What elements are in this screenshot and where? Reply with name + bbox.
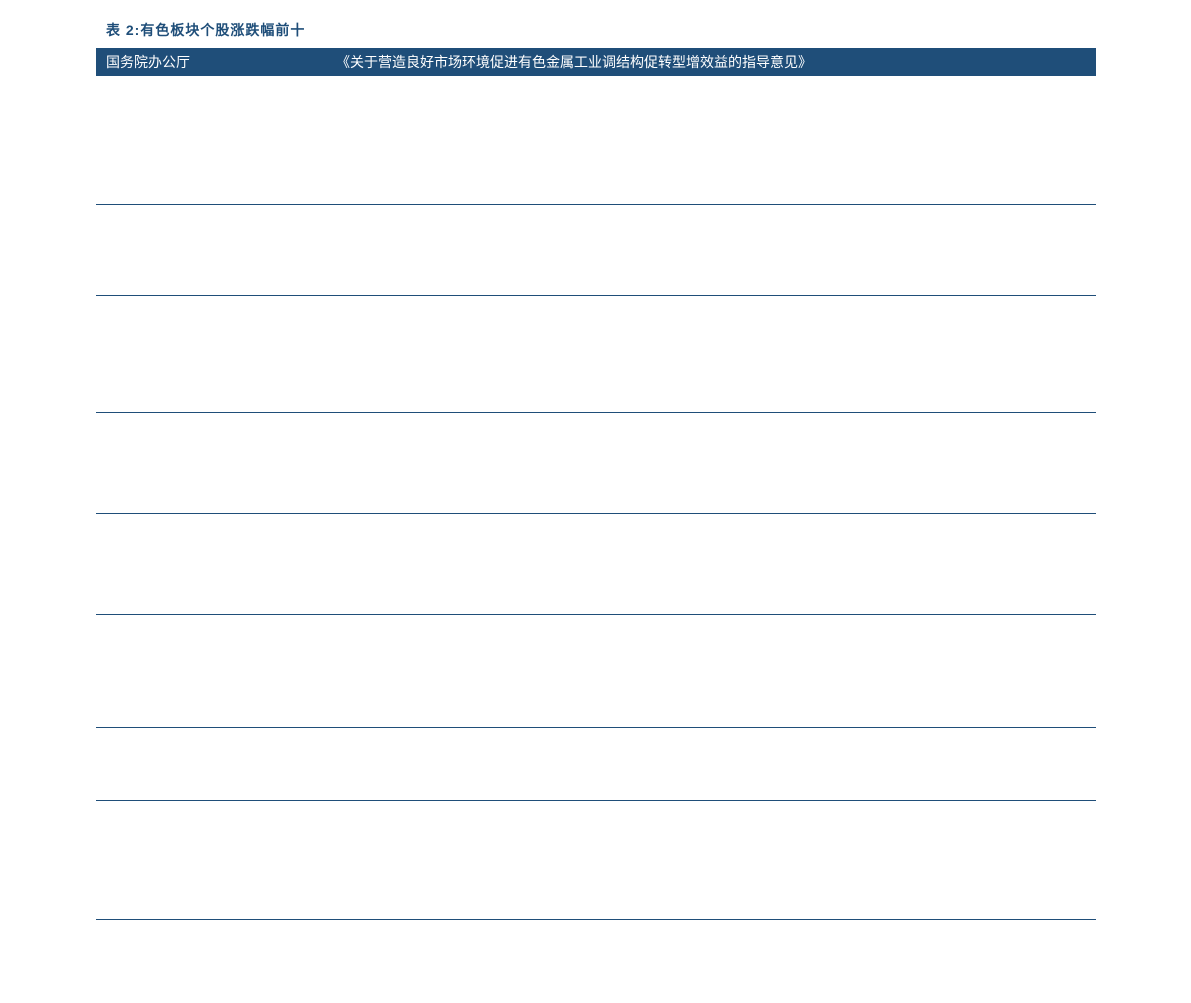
table-row-gap [96,296,1096,412]
header-col-document: 《关于营造良好市场环境促进有色金属工业调结构促转型增效益的指导意见》 [336,52,1096,72]
table-row-gap [96,514,1096,614]
table-row-gap [96,413,1096,513]
table-header-row: 国务院办公厅 《关于营造良好市场环境促进有色金属工业调结构促转型增效益的指导意见… [96,48,1096,76]
table-row-gap [96,76,1096,204]
table-container: 表 2:有色板块个股涨跌幅前十 国务院办公厅 《关于营造良好市场环境促进有色金属… [96,20,1096,920]
table-row-gap [96,728,1096,800]
row-divider [96,919,1096,920]
table-row-gap [96,615,1096,727]
table-row-gap [96,205,1096,295]
header-col-issuer: 国务院办公厅 [96,52,336,72]
table-row-gap [96,801,1096,919]
table-title: 表 2:有色板块个股涨跌幅前十 [96,20,1096,40]
